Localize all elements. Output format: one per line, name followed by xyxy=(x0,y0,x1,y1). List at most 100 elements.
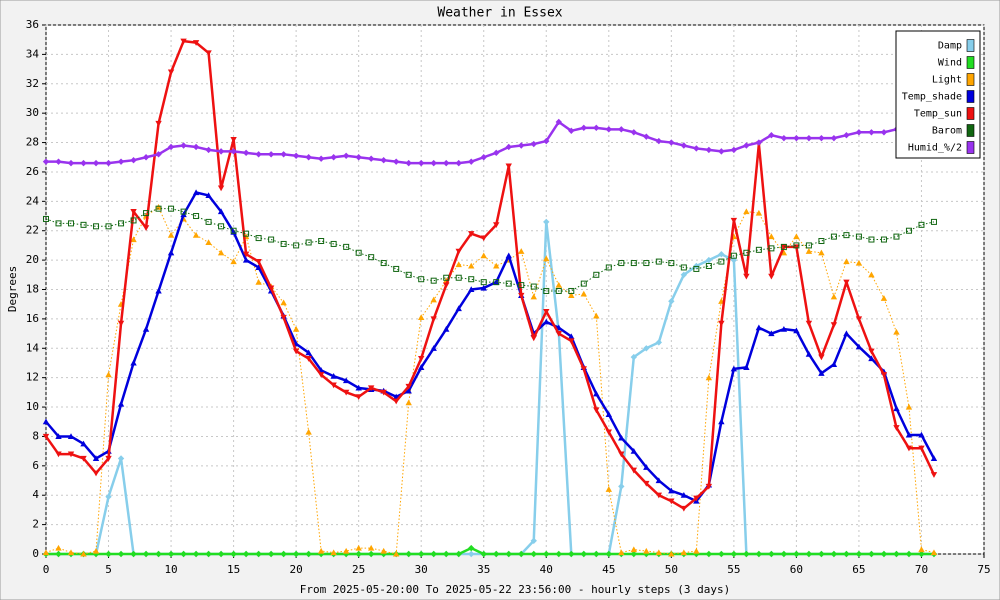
marker xyxy=(217,185,225,192)
marker xyxy=(292,550,300,558)
marker xyxy=(205,146,212,154)
marker xyxy=(868,355,875,362)
legend-swatch xyxy=(966,124,975,137)
series xyxy=(42,38,938,558)
marker xyxy=(918,550,925,558)
marker xyxy=(618,451,625,458)
marker xyxy=(355,384,362,391)
marker xyxy=(205,239,212,246)
marker xyxy=(118,220,125,227)
legend-label: Light xyxy=(932,75,962,86)
marker xyxy=(305,550,312,558)
marker xyxy=(893,328,900,335)
marker xyxy=(605,429,612,436)
marker xyxy=(805,248,813,254)
marker xyxy=(855,316,863,323)
marker xyxy=(843,232,850,239)
y-tick-label: 30 xyxy=(26,106,39,119)
marker xyxy=(480,284,487,291)
marker xyxy=(580,280,587,287)
marker xyxy=(105,455,112,462)
marker xyxy=(893,425,900,431)
marker xyxy=(605,486,612,492)
marker xyxy=(68,220,75,227)
marker xyxy=(530,293,537,300)
marker xyxy=(805,242,812,249)
marker xyxy=(543,218,550,226)
marker xyxy=(305,239,312,246)
marker xyxy=(92,470,100,477)
marker xyxy=(518,550,525,558)
marker xyxy=(217,550,225,558)
marker xyxy=(830,550,838,558)
marker xyxy=(530,140,537,148)
marker xyxy=(655,492,663,499)
marker xyxy=(367,385,375,392)
marker xyxy=(205,550,212,558)
marker xyxy=(518,292,525,299)
marker xyxy=(630,546,638,553)
marker xyxy=(430,316,437,323)
marker xyxy=(505,163,512,170)
marker xyxy=(418,314,425,320)
marker xyxy=(730,217,738,224)
marker xyxy=(730,550,738,558)
marker xyxy=(342,547,350,554)
marker xyxy=(105,159,112,167)
marker xyxy=(367,544,375,551)
marker xyxy=(143,210,150,217)
marker xyxy=(130,209,137,215)
marker xyxy=(130,156,137,164)
marker xyxy=(330,382,337,389)
chart-title: Weather in Essex xyxy=(437,6,562,21)
marker xyxy=(830,322,838,328)
marker xyxy=(818,370,825,376)
marker xyxy=(418,356,425,362)
marker xyxy=(918,431,925,438)
marker xyxy=(493,149,500,157)
marker xyxy=(280,299,287,306)
marker xyxy=(718,550,725,558)
marker xyxy=(192,40,200,46)
marker xyxy=(568,550,575,558)
marker xyxy=(643,345,650,352)
marker xyxy=(180,142,187,149)
marker xyxy=(605,411,612,417)
marker xyxy=(793,550,800,558)
marker xyxy=(630,260,637,267)
marker xyxy=(518,142,525,149)
marker xyxy=(555,287,562,294)
marker xyxy=(880,236,887,243)
marker xyxy=(155,151,162,158)
marker xyxy=(468,262,475,269)
marker xyxy=(55,220,62,227)
y-tick-label: 18 xyxy=(26,283,39,296)
marker xyxy=(130,359,137,366)
marker xyxy=(893,233,900,240)
marker xyxy=(343,243,350,250)
marker xyxy=(180,38,187,45)
marker xyxy=(418,276,425,283)
marker xyxy=(55,433,62,440)
marker xyxy=(230,550,237,558)
marker xyxy=(693,495,700,502)
marker xyxy=(643,260,650,267)
marker xyxy=(142,154,150,161)
marker xyxy=(117,158,125,165)
marker xyxy=(405,159,412,167)
marker xyxy=(555,331,562,337)
marker xyxy=(430,296,437,303)
marker xyxy=(455,274,462,281)
marker xyxy=(543,318,550,325)
marker xyxy=(843,258,850,265)
marker xyxy=(480,252,487,259)
marker xyxy=(655,137,663,145)
marker xyxy=(755,209,763,216)
legend: Damp Wind Light Temp_shade Temp_sun Barom Humi… xyxy=(895,30,981,159)
marker xyxy=(330,372,337,379)
marker xyxy=(230,227,237,234)
marker xyxy=(418,159,425,167)
marker xyxy=(843,330,850,337)
marker xyxy=(117,320,125,327)
marker xyxy=(217,208,225,215)
